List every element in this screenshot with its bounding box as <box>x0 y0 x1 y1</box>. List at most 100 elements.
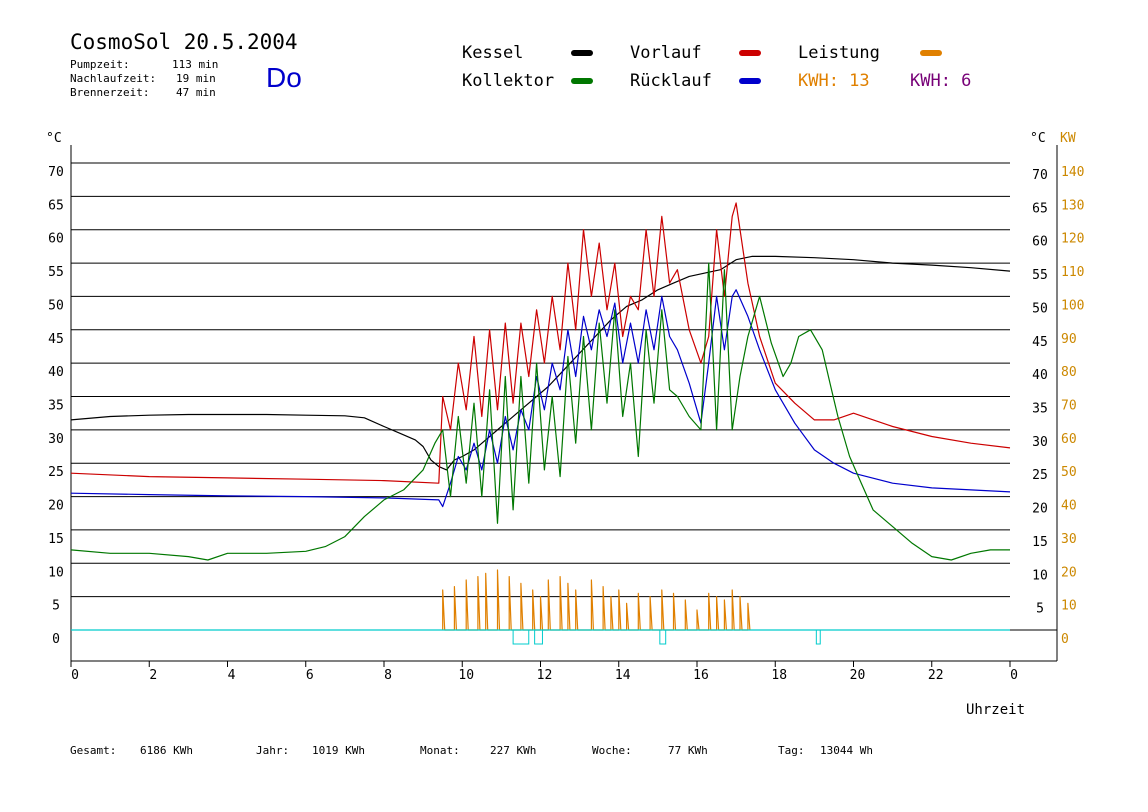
series-vorlauf-line <box>70 202 1011 484</box>
y-axis-unit-right: °C <box>1030 131 1046 146</box>
nachlaufzeit-value: 19 min <box>176 72 216 85</box>
kw-tick-50: 50 <box>1061 465 1077 480</box>
nachlaufzeit-label: Nachlaufzeit: <box>70 72 157 85</box>
y-tick-left-0: 0 <box>52 632 60 647</box>
y-tick-right-10: 10 <box>1032 568 1048 583</box>
grid-lines <box>71 162 1010 598</box>
legend-kollektor-label: Kollektor <box>462 71 555 91</box>
y-tick-right-15: 15 <box>1032 535 1048 550</box>
x-tick-label-4: 8 <box>384 668 392 683</box>
pump-pulse-2 <box>659 629 667 645</box>
tick-labels: 0 2 4 6 8 10 12 14 16 18 20 22 0 0 5 10 15 20 25 30 35 40 45 50… <box>48 165 1084 683</box>
x-tick-label-8: 16 <box>693 668 709 683</box>
x-tick-label-11: 22 <box>928 668 944 683</box>
y-tick-left-50: 50 <box>48 298 64 313</box>
kw-tick-40: 40 <box>1061 499 1077 514</box>
y-tick-right-40: 40 <box>1032 368 1048 383</box>
series-kessel-line <box>70 255 1011 471</box>
kw-axis-unit: KW <box>1060 131 1076 146</box>
y-tick-right-45: 45 <box>1032 335 1048 350</box>
kw-tick-130: 130 <box>1061 198 1084 213</box>
kw-tick-10: 10 <box>1061 599 1077 614</box>
y-tick-left-60: 60 <box>48 232 64 247</box>
footer-jahr-label: Jahr: <box>256 744 290 757</box>
x-tick-label-9: 18 <box>771 668 787 683</box>
y-tick-left-30: 30 <box>48 432 64 447</box>
pump-pulse-0 <box>512 629 530 645</box>
footer-woche-label: Woche: <box>592 744 632 757</box>
y-tick-right-50: 50 <box>1032 301 1048 316</box>
series-lines <box>70 202 1011 631</box>
series-rcklauf-line <box>70 289 1011 508</box>
kw-tick-70: 70 <box>1061 399 1077 414</box>
legend-vorlauf-label: Vorlauf <box>630 43 702 63</box>
y-axis-unit-left: °C <box>46 131 62 146</box>
x-tick-label-6: 12 <box>537 668 553 683</box>
legend-leistung-swatch <box>920 50 942 56</box>
legend-ruecklauf-swatch <box>739 78 761 84</box>
y-tick-right-30: 30 <box>1032 435 1048 450</box>
y-tick-left-5: 5 <box>52 599 60 614</box>
footer-gesamt-value: 6186 KWh <box>140 744 193 757</box>
x-tick-label-3: 6 <box>306 668 314 683</box>
legend-ruecklauf-label: Rücklauf <box>630 71 712 91</box>
footer-jahr-value: 1019 KWh <box>312 744 365 757</box>
footer-tag-label: Tag: <box>778 744 805 757</box>
y-tick-right-20: 20 <box>1032 502 1048 517</box>
footer-gesamt-label: Gesamt: <box>70 744 117 757</box>
legend-kollektor-swatch <box>571 78 593 84</box>
y-tick-right-60: 60 <box>1032 235 1048 250</box>
kw-tick-100: 100 <box>1061 298 1084 313</box>
pumpzeit-value: 113 min <box>172 58 219 71</box>
x-tick-label-7: 14 <box>615 668 631 683</box>
series-leistung-line <box>442 569 751 631</box>
y-tick-right-65: 65 <box>1032 201 1048 216</box>
y-tick-left-45: 45 <box>48 332 64 347</box>
chart-title: CosmoSol 20.5.2004 <box>70 30 298 54</box>
weekday-label: Do <box>266 62 302 93</box>
x-tick-label-10: 20 <box>850 668 866 683</box>
kw-tick-20: 20 <box>1061 565 1077 580</box>
footer-monat-value: 227 KWh <box>490 744 537 757</box>
series-kollektor-line <box>70 262 1010 561</box>
footer-tag-value: 13044 Wh <box>820 744 873 757</box>
y-tick-left-35: 35 <box>48 399 64 414</box>
pumpzeit-label: Pumpzeit: <box>70 58 130 71</box>
brennerzeit-label: Brennerzeit: <box>70 86 150 99</box>
y-tick-left-10: 10 <box>48 565 64 580</box>
brennerzeit-value: 47 min <box>176 86 216 99</box>
kw-tick-110: 110 <box>1061 265 1084 280</box>
x-tick-label-5: 10 <box>458 668 474 683</box>
kw-tick-90: 90 <box>1061 332 1077 347</box>
y-tick-right-70: 70 <box>1032 168 1048 183</box>
y-tick-left-20: 20 <box>48 499 64 514</box>
pump-indicator <box>71 629 1010 645</box>
footer-woche-value: 77 KWh <box>668 744 708 757</box>
legend-vorlauf-swatch <box>739 50 761 56</box>
y-tick-right-55: 55 <box>1032 268 1048 283</box>
pump-pulse-3 <box>815 629 821 645</box>
footer-monat-label: Monat: <box>420 744 460 757</box>
legend-kessel-swatch <box>571 50 593 56</box>
y-tick-left-25: 25 <box>48 465 64 480</box>
kw-tick-80: 80 <box>1061 365 1077 380</box>
kw-tick-0: 0 <box>1061 632 1069 647</box>
kw-tick-60: 60 <box>1061 432 1077 447</box>
kw-tick-140: 140 <box>1061 165 1084 180</box>
legend-kwh-second: KWH: 6 <box>910 71 972 91</box>
y-tick-left-15: 15 <box>48 532 64 547</box>
x-axis-label: Uhrzeit <box>966 702 1026 718</box>
x-tick-label-12: 0 <box>1010 668 1018 683</box>
kw-tick-30: 30 <box>1061 532 1077 547</box>
y-tick-left-70: 70 <box>48 165 64 180</box>
y-tick-right-35: 35 <box>1032 402 1048 417</box>
y-tick-left-65: 65 <box>48 198 64 213</box>
x-tick-label-1: 2 <box>149 668 157 683</box>
legend-kwh-total: KWH: 13 <box>798 71 870 91</box>
x-tick-label-2: 4 <box>228 668 236 683</box>
legend-leistung-label: Leistung <box>798 43 880 63</box>
y-tick-right-25: 25 <box>1032 468 1048 483</box>
y-tick-left-55: 55 <box>48 265 64 280</box>
pump-pulse-1 <box>534 629 543 645</box>
